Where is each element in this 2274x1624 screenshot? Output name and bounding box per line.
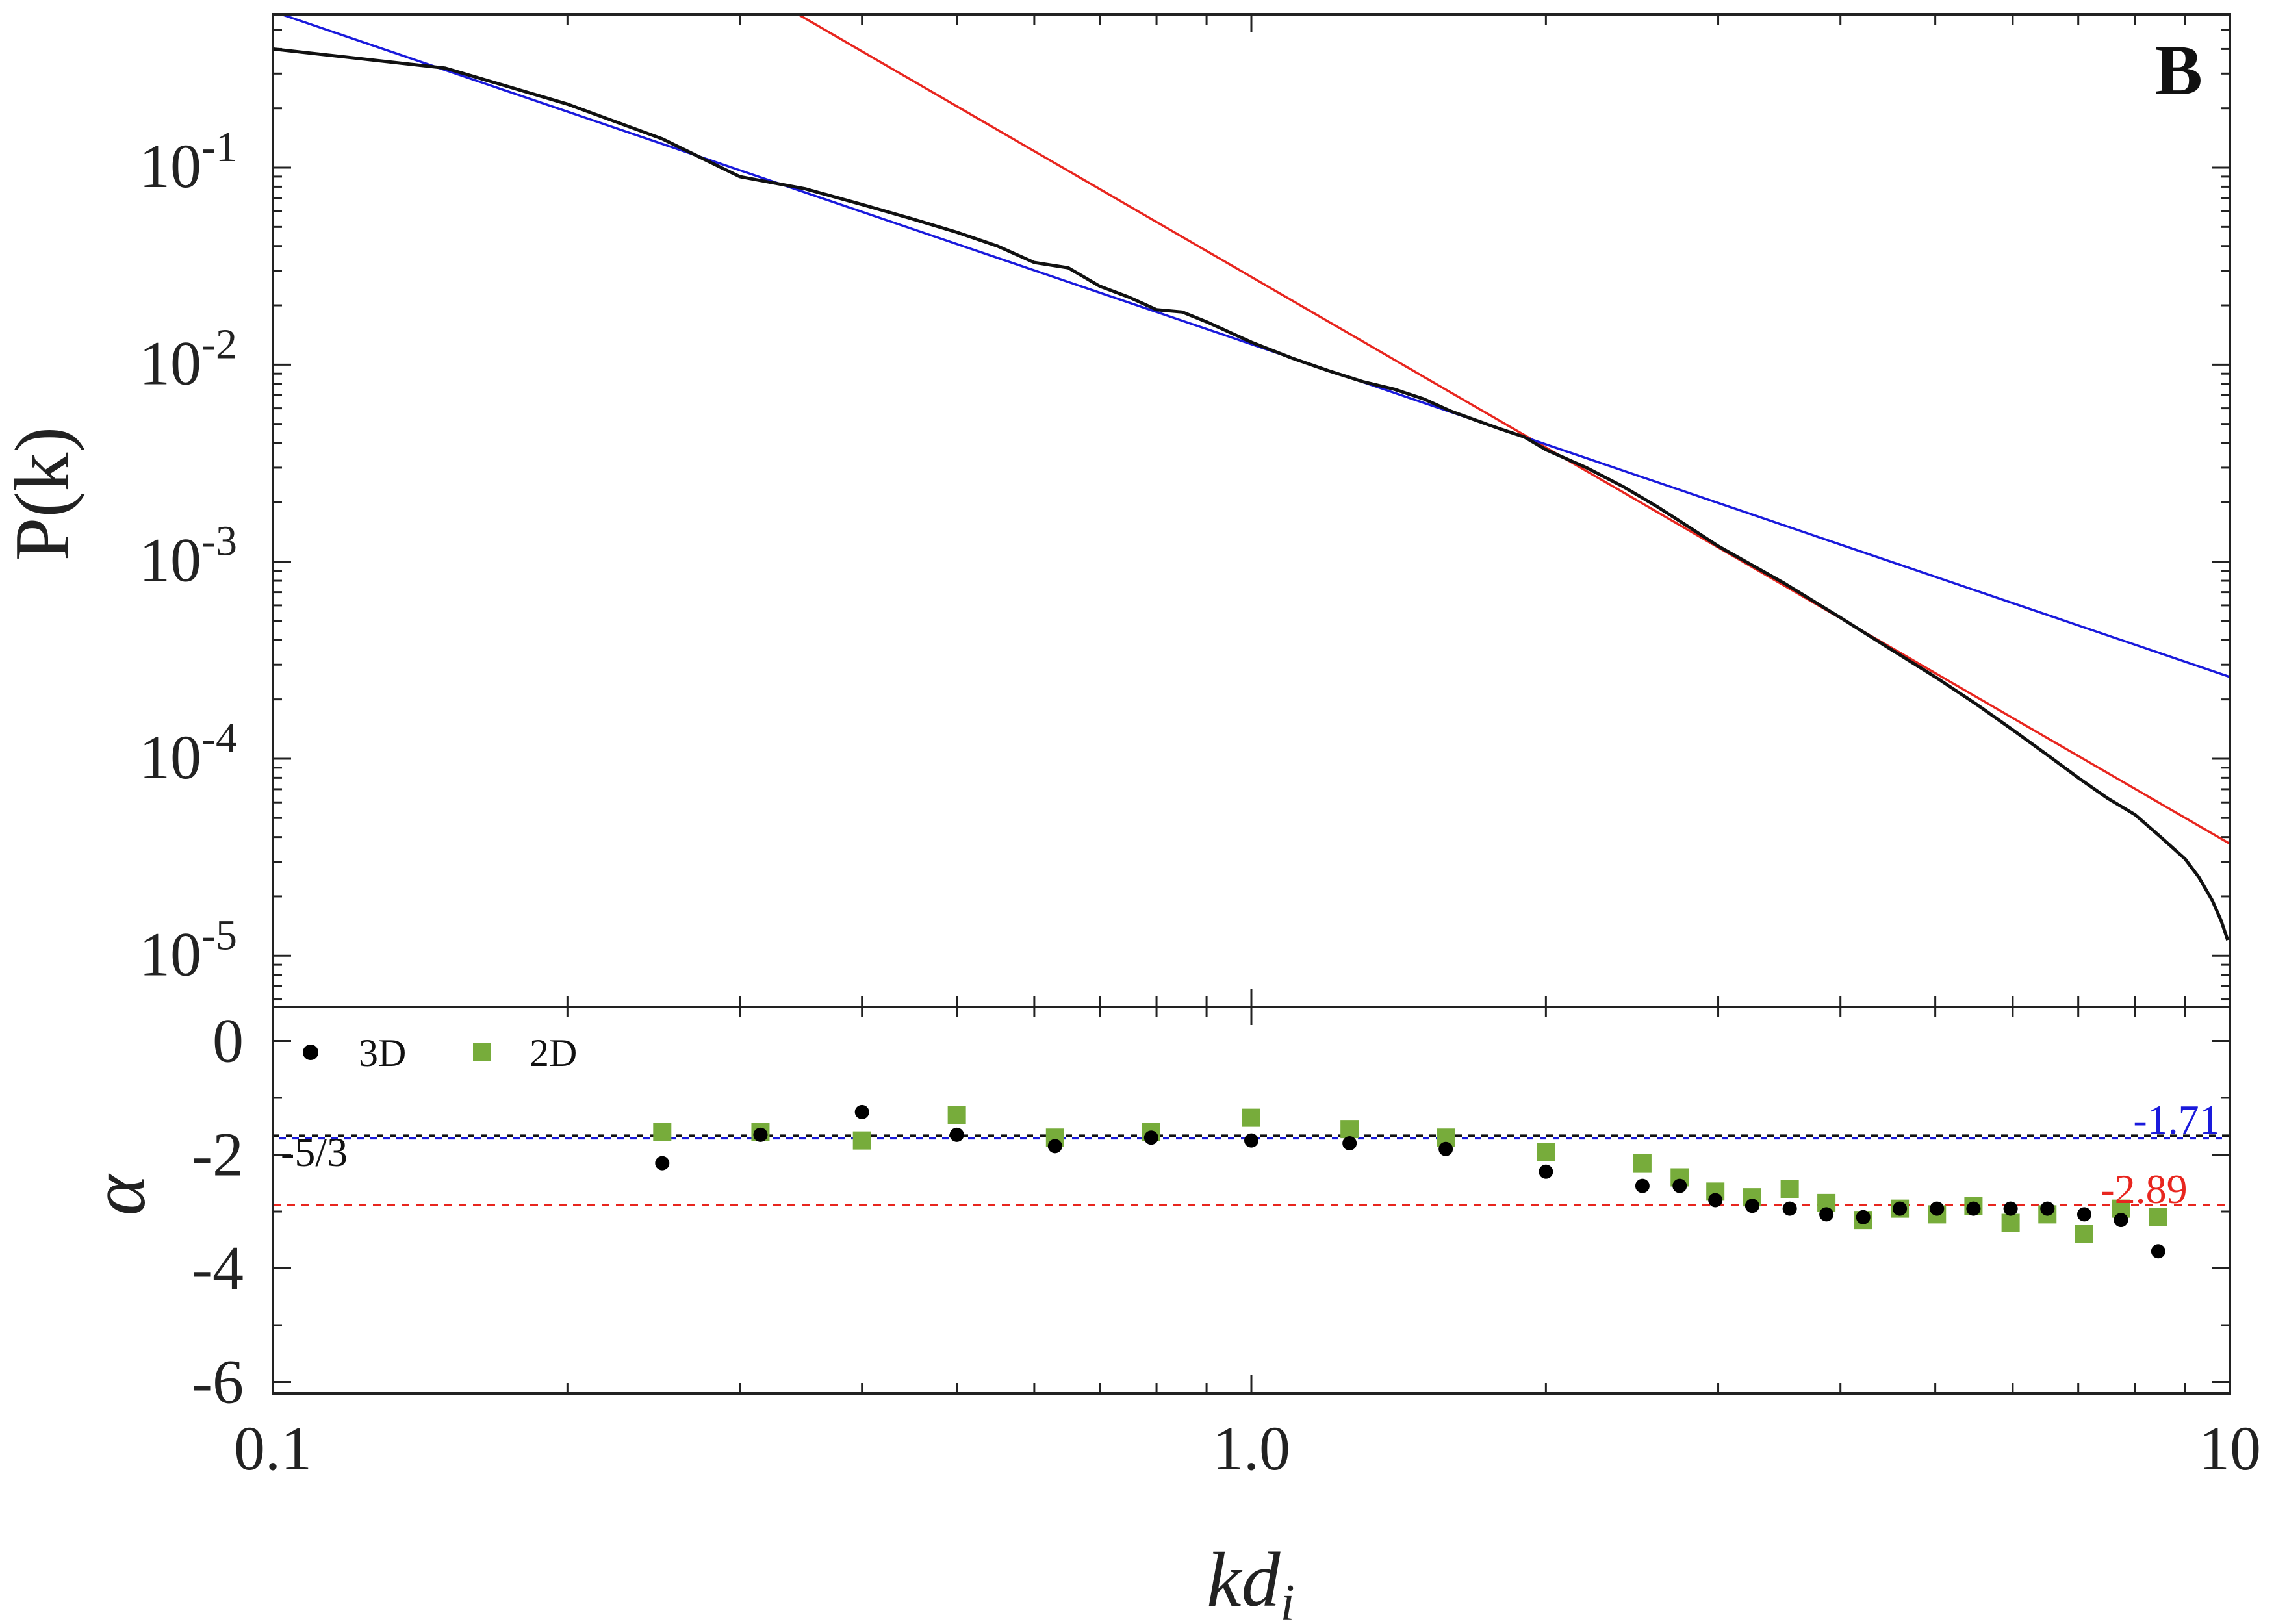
point-2d — [1780, 1180, 1799, 1198]
point-3d — [1819, 1207, 1834, 1222]
point-3d — [949, 1127, 964, 1142]
legend-label-3d: 3D — [359, 1032, 406, 1074]
annotation-minus-five-thirds: -5/3 — [281, 1129, 348, 1175]
point-2d — [2149, 1208, 2167, 1226]
point-3d — [2040, 1201, 2055, 1216]
point-3d — [753, 1127, 768, 1142]
point-3d — [1856, 1210, 1871, 1224]
point-3d — [2151, 1244, 2165, 1259]
top-y-tick-label: 10-5 — [139, 911, 237, 989]
annotation-red-value: -2.89 — [2101, 1166, 2187, 1212]
bottom-y-axis-label: α — [75, 1174, 161, 1216]
bottom-panel: 0 -2 -4 -6 α -5/3 -1.71 -2.89 3D 2D — [75, 1006, 2231, 1417]
legend-marker-2d — [473, 1043, 491, 1061]
point-2d — [653, 1123, 672, 1141]
bottom-y-tick-label: 0 — [212, 1006, 244, 1076]
point-3d — [1342, 1136, 1357, 1150]
top-y-tick-label: 10-4 — [139, 715, 237, 792]
point-3d — [1708, 1193, 1723, 1208]
point-3d — [1438, 1141, 1453, 1156]
points-2d — [653, 1106, 2167, 1243]
panel-letter: B — [2155, 31, 2203, 110]
top-grid-ticks — [272, 14, 2230, 1007]
point-2d — [1242, 1108, 1260, 1127]
point-3d — [1744, 1199, 1759, 1213]
point-2d — [2075, 1225, 2093, 1243]
x-tick-label: 1.0 — [1212, 1414, 1290, 1483]
top-y-tick-label: 10-3 — [139, 518, 237, 595]
point-3d — [1047, 1139, 1062, 1154]
point-2d — [852, 1131, 871, 1150]
point-3d — [1672, 1178, 1687, 1193]
top-y-axis-label: P(k) — [0, 427, 85, 561]
x-tick-labels: 0.1 1.0 10 — [234, 1414, 2261, 1483]
x-axis-label: kdi — [1207, 1536, 1295, 1624]
legend-label-2d: 2D — [530, 1032, 577, 1074]
top-y-tick-label: 10-2 — [139, 320, 237, 398]
top-y-tick-labels: 10-1 10-2 10-3 10-4 10-5 — [139, 123, 237, 989]
top-panel: 10-1 10-2 10-3 10-4 10-5 B P(k) — [0, 13, 2231, 1008]
legend: 3D 2D — [303, 1032, 577, 1074]
bottom-panel-frame — [272, 1006, 2231, 1395]
point-2d — [1537, 1143, 1555, 1161]
point-3d — [1782, 1201, 1797, 1216]
bottom-y-tick-label: -6 — [192, 1347, 244, 1417]
fit-line-blue — [277, 14, 2230, 678]
point-2d — [2001, 1213, 2020, 1232]
legend-marker-3d — [303, 1045, 318, 1060]
bottom-y-tick-label: -4 — [192, 1234, 244, 1303]
point-2d — [1633, 1154, 1652, 1173]
point-3d — [655, 1156, 670, 1171]
x-tick-label: 10 — [2199, 1414, 2261, 1483]
point-3d — [1966, 1201, 1981, 1216]
fit-line-red — [795, 14, 2230, 845]
point-3d — [1635, 1178, 1650, 1193]
x-axis-label-main: kd — [1207, 1536, 1281, 1623]
point-3d — [1244, 1133, 1258, 1148]
point-3d — [2076, 1207, 2091, 1222]
point-3d — [1539, 1164, 1553, 1179]
x-axis-label-sub: i — [1281, 1575, 1295, 1624]
top-y-tick-label: 10-1 — [139, 123, 237, 201]
point-3d — [1930, 1201, 1945, 1216]
points-3d — [655, 1104, 2165, 1259]
point-3d — [854, 1104, 869, 1119]
annotation-blue-value: -1.71 — [2133, 1097, 2219, 1143]
point-3d — [1893, 1201, 1908, 1216]
point-3d — [2003, 1201, 2018, 1216]
power-spectrum-line — [273, 47, 2230, 941]
x-tick-label: 0.1 — [234, 1414, 312, 1483]
point-2d — [947, 1106, 966, 1124]
bottom-y-tick-label: -2 — [192, 1120, 244, 1189]
point-3d — [2114, 1213, 2128, 1228]
point-2d — [1340, 1120, 1359, 1139]
point-3d — [1143, 1130, 1158, 1145]
bottom-y-tick-labels: 0 -2 -4 -6 — [192, 1006, 244, 1417]
bottom-grid-ticks — [272, 1007, 2230, 1393]
